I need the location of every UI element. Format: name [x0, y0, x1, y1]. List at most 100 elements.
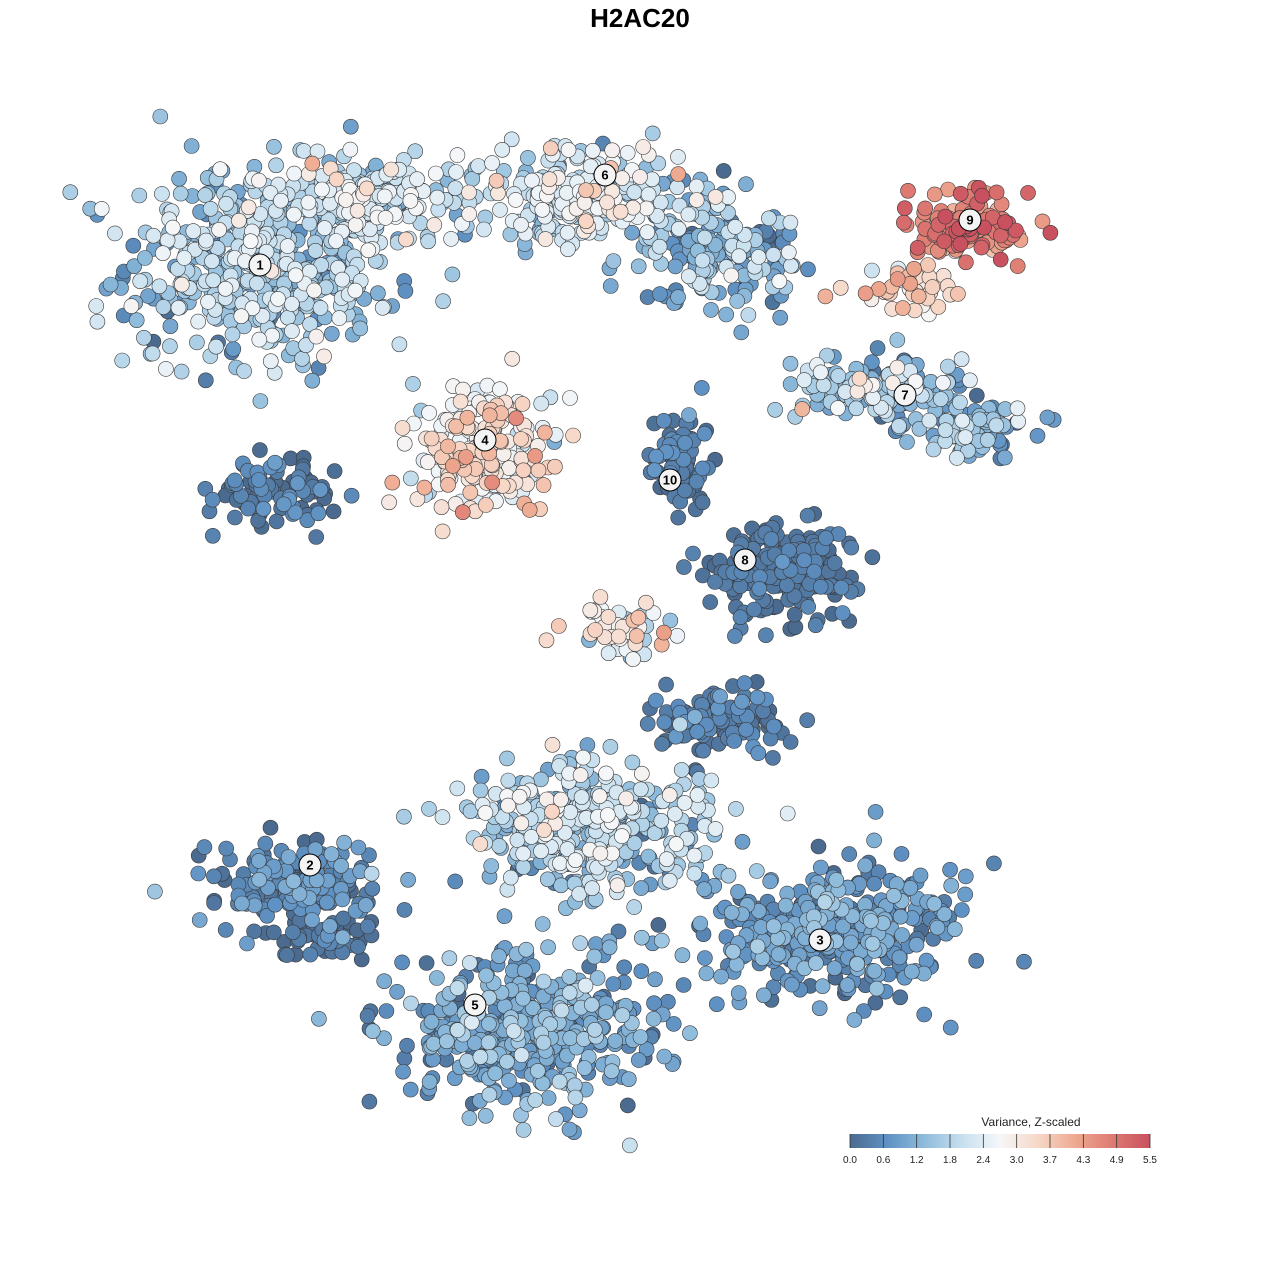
scatter-point: [268, 513, 285, 530]
scatter-point: [656, 624, 672, 641]
scatter-point: [310, 505, 327, 522]
scatter-point: [434, 523, 451, 540]
scatter-point: [560, 142, 577, 158]
scatter-point: [763, 531, 780, 547]
scatter-point: [421, 801, 437, 817]
points-layer: [62, 108, 1062, 1154]
scatter-point: [597, 1004, 614, 1021]
scatter-point: [755, 987, 772, 1004]
scatter-point: [343, 487, 360, 504]
scatter-point: [940, 358, 956, 375]
scatter-point: [841, 846, 858, 862]
scatter-point: [454, 504, 471, 521]
scatter-point: [758, 627, 774, 644]
scatter-point: [246, 923, 262, 940]
scatter-point: [645, 1011, 662, 1027]
scatter-point: [337, 192, 354, 208]
scatter-point: [434, 809, 451, 825]
scatter-point: [553, 877, 569, 894]
scatter-point: [676, 482, 693, 499]
scatter-point: [830, 368, 847, 384]
scatter-point: [312, 481, 329, 498]
scatter-point: [426, 217, 443, 233]
scatter-point: [586, 1022, 603, 1038]
scatter-point: [306, 282, 323, 299]
scatter-point: [812, 578, 829, 595]
scatter-point: [1009, 400, 1026, 417]
scatter-point: [123, 298, 140, 314]
scatter-point: [670, 289, 686, 305]
scatter-point: [772, 309, 789, 326]
scatter-point: [452, 393, 469, 410]
scatter-point: [573, 789, 590, 806]
scatter-point: [484, 155, 500, 171]
scatter-point: [262, 353, 279, 370]
scatter-point: [651, 238, 668, 255]
scatter-point: [680, 206, 697, 223]
scatter-point: [560, 241, 576, 257]
scatter-point: [397, 283, 414, 299]
scatter-point: [669, 627, 686, 644]
cluster-label-text: 4: [481, 433, 489, 448]
scatter-point: [152, 108, 169, 125]
scatter-point: [267, 454, 283, 471]
scatter-point: [421, 1074, 438, 1090]
scatter-point: [535, 477, 552, 493]
scatter-point: [767, 401, 783, 418]
scatter-point: [262, 819, 279, 836]
scatter-point: [395, 1063, 411, 1080]
scatter-point: [974, 187, 990, 204]
scatter-point: [954, 412, 971, 429]
scatter-point: [154, 186, 170, 202]
scatter-point: [421, 405, 437, 421]
scatter-point: [800, 261, 816, 278]
scatter-point: [496, 908, 513, 925]
scatter-point: [217, 922, 234, 938]
scatter-point: [910, 288, 927, 305]
scatter-point: [131, 187, 148, 204]
scatter-point: [381, 494, 397, 511]
scatter-point: [891, 418, 907, 434]
scatter-point: [334, 271, 351, 288]
scatter-point: [937, 208, 954, 225]
scatter-point: [88, 298, 104, 314]
scatter-point: [807, 617, 824, 634]
legend-tick-label: 1.2: [910, 1155, 924, 1166]
scatter-point: [204, 253, 220, 270]
scatter-point: [227, 472, 243, 489]
scatter-point: [535, 973, 552, 990]
scatter-point: [447, 873, 464, 890]
scatter-point: [953, 351, 970, 368]
scatter-point: [942, 861, 958, 878]
scatter-point: [626, 899, 643, 915]
cluster-label-1: 1: [248, 253, 272, 277]
scatter-point: [405, 376, 421, 392]
scatter-point: [736, 675, 753, 691]
scatter-point: [347, 217, 364, 233]
scatter-point: [359, 1008, 376, 1024]
scatter-point: [917, 200, 934, 217]
scatter-point: [746, 601, 762, 618]
scatter-point: [480, 1034, 497, 1051]
scatter-point: [818, 530, 834, 546]
scatter-point: [200, 294, 216, 310]
scatter-point: [350, 938, 366, 955]
scatter-point: [198, 232, 214, 249]
cluster-label-text: 7: [901, 388, 908, 403]
scatter-point: [973, 239, 990, 256]
scatter-point: [630, 258, 647, 275]
scatter-point: [808, 955, 824, 972]
scatter-point: [688, 192, 705, 208]
scatter-point: [420, 233, 437, 250]
scatter-point: [444, 266, 461, 283]
scatter-point: [817, 288, 834, 305]
scatter-point: [587, 622, 604, 638]
scatter-point: [584, 143, 601, 159]
scatter-point: [616, 959, 633, 976]
scatter-point: [328, 171, 345, 188]
scatter-point: [1029, 427, 1046, 444]
scatter-point: [233, 308, 250, 325]
scatter-point: [796, 372, 813, 388]
scatter-point: [267, 896, 283, 913]
scatter-point: [403, 995, 419, 1012]
